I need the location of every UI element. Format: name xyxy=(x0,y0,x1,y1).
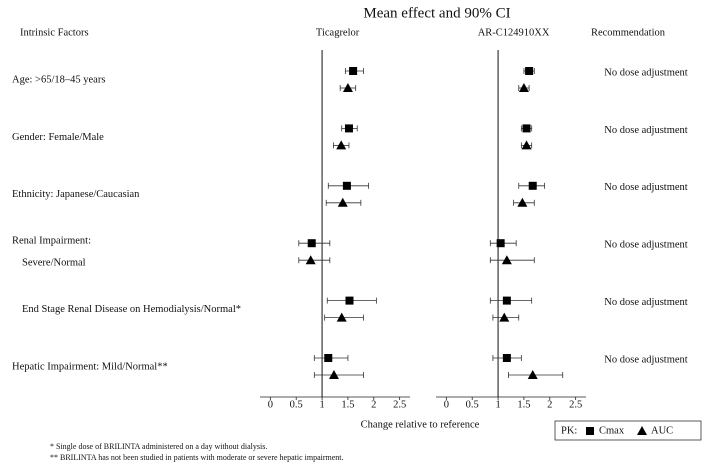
x-tick-label: 1.5 xyxy=(517,399,530,410)
point-estimate xyxy=(344,124,353,133)
row-label: Age: >65/18–45 years xyxy=(12,74,105,85)
recommendation: No dose adjustment xyxy=(604,182,687,193)
recommendation: No dose adjustment xyxy=(604,297,687,308)
x-tick-label: 2.5 xyxy=(393,399,406,410)
footnote: * Single dose of BRILINTA administered o… xyxy=(50,442,267,451)
point-estimate xyxy=(324,354,333,362)
point-estimate xyxy=(499,312,510,322)
point-estimate xyxy=(522,124,531,133)
recommendation: No dose adjustment xyxy=(604,240,687,251)
legend-marker xyxy=(637,426,647,435)
recommendation: No dose adjustment xyxy=(604,354,687,365)
point-estimate xyxy=(305,255,316,265)
x-tick-label: 1 xyxy=(319,399,324,410)
point-estimate xyxy=(328,370,339,379)
point-estimate xyxy=(342,83,353,92)
row-label: End Stage Renal Disease on Hemodialysis/… xyxy=(22,304,241,315)
x-tick-label: 2 xyxy=(371,399,376,410)
point-estimate xyxy=(307,239,316,248)
x-tick-label: 1.5 xyxy=(341,399,354,410)
point-estimate xyxy=(527,370,538,379)
row-label: Hepatic Impairment: Mild/Normal** xyxy=(12,361,168,372)
row-label: Gender: Female/Male xyxy=(12,132,104,143)
point-estimate xyxy=(349,67,358,75)
recommendation: No dose adjustment xyxy=(604,125,687,136)
point-estimate xyxy=(502,296,511,305)
point-estimate xyxy=(342,181,351,190)
x-axis-label: Change relative to reference xyxy=(361,419,480,430)
x-tick-label: 2 xyxy=(547,399,552,410)
group-label: Renal Impairment: xyxy=(12,236,91,247)
point-estimate xyxy=(345,296,354,305)
x-tick-label: 0.5 xyxy=(290,399,303,410)
x-tick-label: 0 xyxy=(268,399,273,410)
legend-marker xyxy=(586,427,594,435)
legend-title: PK: xyxy=(561,425,577,436)
footnote: ** BRILINTA has not been studied in pati… xyxy=(50,453,344,462)
point-estimate xyxy=(528,181,537,190)
legend-label: AUC xyxy=(651,425,673,436)
legend-label: Cmax xyxy=(599,425,625,436)
point-estimate xyxy=(337,197,348,207)
x-tick-label: 2.5 xyxy=(569,399,582,410)
panel-title: Ticagrelor xyxy=(316,27,360,38)
point-estimate xyxy=(336,140,347,150)
point-estimate xyxy=(502,354,511,362)
recommendation: No dose adjustment xyxy=(604,67,687,78)
row-label: Ethnicity: Japanese/Caucasian xyxy=(12,189,140,200)
x-tick-label: 0.5 xyxy=(466,399,479,410)
chart-title: Mean effect and 90% CI xyxy=(363,5,510,21)
row-label: Severe/Normal xyxy=(22,258,86,269)
panel-title: AR-C124910XX xyxy=(478,27,550,38)
legend-box xyxy=(554,420,702,441)
point-estimate xyxy=(518,83,529,92)
point-estimate xyxy=(336,312,347,322)
row-header: Intrinsic Factors xyxy=(20,27,89,38)
point-estimate xyxy=(517,197,528,207)
point-estimate xyxy=(501,255,512,265)
point-estimate xyxy=(525,67,534,75)
recommendation-header: Recommendation xyxy=(591,27,666,38)
point-estimate xyxy=(521,140,532,150)
point-estimate xyxy=(496,239,505,248)
x-tick-label: 1 xyxy=(495,399,500,410)
x-tick-label: 0 xyxy=(444,399,449,410)
